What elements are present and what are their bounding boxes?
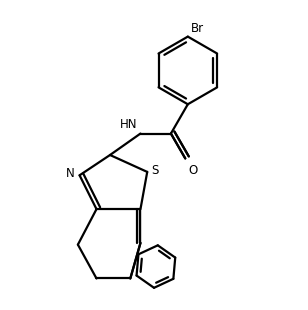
Text: N: N [66, 167, 75, 180]
Text: O: O [189, 164, 198, 176]
Text: Br: Br [191, 22, 204, 35]
Text: S: S [151, 164, 159, 177]
Text: HN: HN [120, 118, 138, 131]
